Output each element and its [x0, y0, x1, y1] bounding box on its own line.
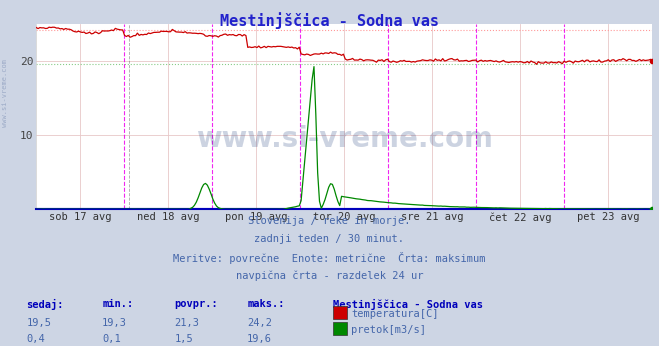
- Text: Meritve: povrečne  Enote: metrične  Črta: maksimum: Meritve: povrečne Enote: metrične Črta: …: [173, 252, 486, 264]
- Text: Mestinjščica - Sodna vas: Mestinjščica - Sodna vas: [220, 12, 439, 29]
- Text: 19,6: 19,6: [247, 334, 272, 344]
- Text: 0,4: 0,4: [26, 334, 45, 344]
- Text: min.:: min.:: [102, 299, 133, 309]
- Text: 19,3: 19,3: [102, 318, 127, 328]
- Text: zadnji teden / 30 minut.: zadnji teden / 30 minut.: [254, 234, 405, 244]
- Text: pretok[m3/s]: pretok[m3/s]: [351, 325, 426, 335]
- Text: 1,5: 1,5: [175, 334, 193, 344]
- Text: www.si-vreme.com: www.si-vreme.com: [196, 125, 493, 153]
- Text: 0,1: 0,1: [102, 334, 121, 344]
- Text: 21,3: 21,3: [175, 318, 200, 328]
- Text: sedaj:: sedaj:: [26, 299, 64, 310]
- Text: www.si-vreme.com: www.si-vreme.com: [2, 60, 9, 127]
- Text: Slovenija / reke in morje.: Slovenija / reke in morje.: [248, 216, 411, 226]
- Text: 24,2: 24,2: [247, 318, 272, 328]
- Text: maks.:: maks.:: [247, 299, 285, 309]
- Text: povpr.:: povpr.:: [175, 299, 218, 309]
- Text: temperatura[C]: temperatura[C]: [351, 309, 439, 319]
- Text: Mestinjščica - Sodna vas: Mestinjščica - Sodna vas: [333, 299, 483, 310]
- Text: 19,5: 19,5: [26, 318, 51, 328]
- Text: navpična črta - razdelek 24 ur: navpična črta - razdelek 24 ur: [236, 270, 423, 281]
